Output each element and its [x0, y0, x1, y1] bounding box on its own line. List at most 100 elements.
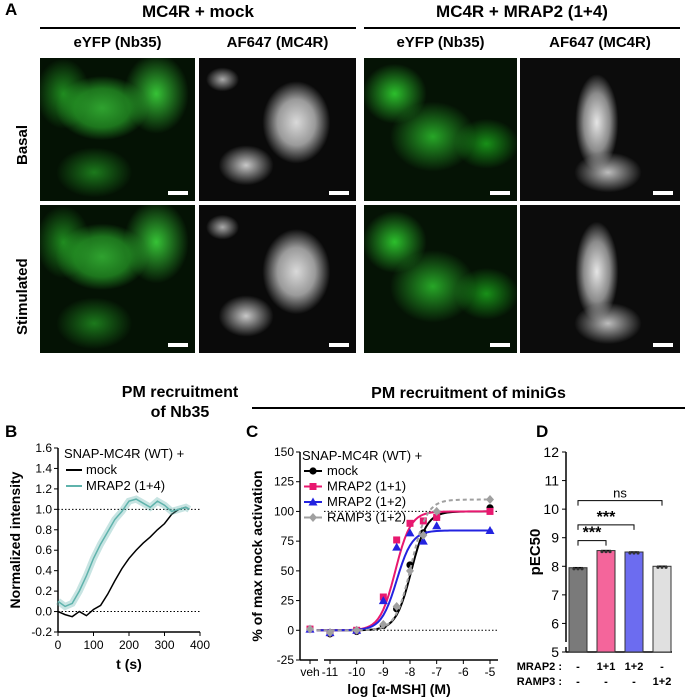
d-row-value: 1+2: [625, 661, 644, 673]
c-xtick-label: -11: [322, 665, 339, 679]
c-data-point: [392, 602, 401, 612]
c-data-point: [433, 513, 441, 521]
group-title-mrap2: MC4R + MRAP2 (1+4): [436, 2, 608, 21]
d-dot: [660, 565, 664, 569]
c-legend-label: MRAP2 (1+1): [327, 479, 406, 494]
column-title-3: eYFP (Nb35): [396, 34, 485, 51]
d-row-title: RAMP3 :: [517, 676, 562, 688]
d-dot: [604, 549, 608, 554]
c-data-point: [378, 596, 388, 605]
d-row-value: -: [660, 661, 664, 673]
b-xtick-label: 0: [55, 638, 62, 652]
d-dot: [608, 549, 612, 554]
group-title-mock: MC4R + mock: [142, 2, 254, 21]
b-legend-label: mock: [86, 462, 118, 477]
c-data-point: [326, 628, 334, 638]
d-dot: [632, 551, 636, 555]
chart-b: -0.2 0.0 0.2 0.4 0.6 0.8 1.0 1.2 1.4 1.6 0 100 200 30…: [7, 441, 210, 672]
column-title-4: AF647 (MC4R): [549, 34, 651, 51]
c-ytick-label: 75: [281, 534, 295, 548]
d-dot: [580, 567, 584, 571]
d-row-value: -: [576, 661, 580, 673]
b-legend-title: SNAP-MC4R (WT) +: [64, 446, 184, 461]
c-data-point: [486, 495, 494, 505]
d-significance-label: ***: [583, 525, 602, 542]
d-ytick-label: 5: [551, 644, 559, 660]
d-row-value: -: [576, 676, 580, 688]
d-bar: [568, 567, 588, 653]
c-ytick-label: -25: [277, 653, 295, 667]
micrograph-mock-eyfp-basal: [40, 58, 195, 201]
b-ytick-label: 1.4: [35, 461, 52, 475]
d-dot: [600, 549, 604, 554]
d-dot: [628, 551, 632, 555]
c-ytick-label: 25: [281, 594, 295, 608]
column-title-1: eYFP (Nb35): [73, 34, 162, 51]
d-significance-label: ***: [597, 509, 616, 526]
c-data-point: [379, 619, 388, 629]
c-data-point: [406, 566, 414, 576]
c-data-point: [485, 525, 495, 534]
c-xtick-label: -9: [378, 665, 389, 679]
b-ytick-label: 0.4: [35, 564, 52, 578]
d-dot: [656, 565, 660, 569]
b-xtick-label: 200: [119, 638, 139, 652]
group-underline-mrap2: [364, 27, 680, 29]
b-y-label: Normalized intensity: [7, 471, 23, 608]
b-xtick-label: 400: [190, 638, 210, 652]
panel-label-a: A: [5, 0, 18, 19]
c-xtick-label: -8: [405, 665, 416, 679]
section-underline-cd: [252, 407, 685, 409]
b-ytick-label: 0.2: [35, 584, 52, 598]
micrograph-mock-eyfp-stimulated: [40, 205, 195, 353]
c-data-point: [432, 506, 441, 516]
d-significance-bracket: [577, 540, 607, 546]
d-row-value: -: [604, 676, 608, 688]
c-xtick-label: veh: [300, 665, 319, 679]
b-ytick-label: 0.6: [35, 543, 52, 557]
micrograph-mrap2-eyfp-basal: [364, 58, 517, 201]
panel-label-d: D: [536, 422, 549, 441]
d-axis-break: [558, 642, 678, 647]
d-dot: [664, 565, 668, 569]
b-ytick-label: 1.0: [35, 502, 52, 516]
chart-c: -25 0 25 50 75 100 125 150 veh -11 -10 -9 -8 -7 -6 -5 lo…: [249, 445, 498, 697]
b-series-line-1: [57, 498, 190, 608]
panel-label-c: C: [246, 422, 259, 441]
section-title-b-line1: PM recruitment: [121, 384, 239, 401]
panel-label-b: B: [5, 422, 18, 441]
section-title-cd: PM recruitment of miniGs: [371, 385, 566, 402]
d-dot: [572, 567, 576, 571]
b-series-line-0: [57, 506, 190, 618]
c-data-point: [432, 521, 442, 530]
b-ytick-label: 0.0: [35, 605, 52, 619]
c-legend-title: SNAP-MC4R (WT) +: [302, 448, 422, 463]
c-xtick-label: -6: [458, 665, 469, 679]
d-row-value: 1+1: [597, 661, 616, 673]
c-fit-curve-0: [316, 510, 493, 632]
c-xtick-label: -10: [348, 665, 366, 679]
d-ytick-label: 11: [544, 473, 559, 489]
b-xtick-label: 100: [83, 638, 103, 652]
c-data-point: [418, 536, 428, 545]
d-significance-label: ns: [613, 486, 627, 501]
d-row-value: 1+2: [653, 676, 672, 688]
c-legend-marker: [309, 513, 317, 522]
c-xtick-label: -5: [485, 665, 496, 679]
c-data-point: [392, 542, 402, 551]
chart-d: 5 6 7 8 9 10 11 12 pEC50 ****** ns MRAP2 : - 1+1 1+2 - R…: [517, 444, 678, 688]
b-x-label: t (s): [116, 656, 142, 672]
c-data-point: [486, 507, 494, 515]
d-ytick-label: 10: [543, 501, 559, 517]
d-dot: [636, 551, 640, 555]
column-title-2: AF647 (MC4R): [226, 34, 329, 51]
c-data-point: [406, 519, 414, 527]
d-ytick-label: 9: [551, 530, 559, 546]
b-xtick-label: 300: [154, 638, 174, 652]
d-row-value: -: [632, 676, 636, 688]
d-ytick-label: 12: [543, 444, 559, 460]
micrograph-mock-af647-basal: [199, 58, 356, 201]
c-data-point: [393, 536, 401, 544]
c-fit-curve-1: [316, 510, 493, 632]
